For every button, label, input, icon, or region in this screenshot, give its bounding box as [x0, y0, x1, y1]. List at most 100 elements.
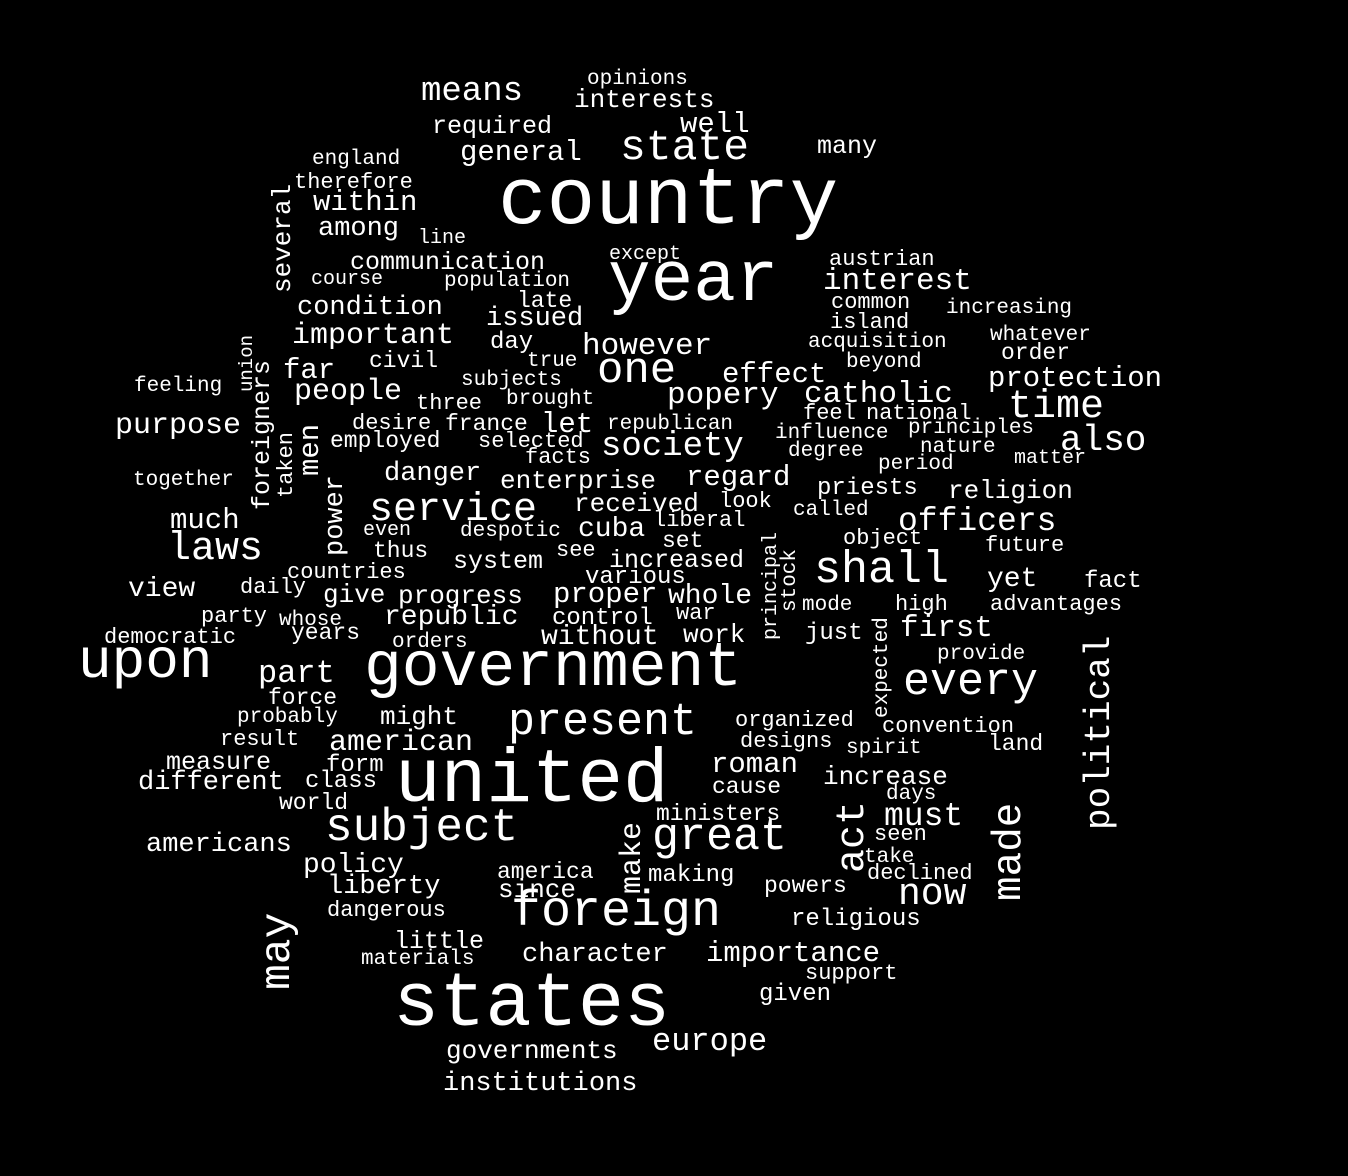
word-feeling: feeling [134, 375, 223, 398]
word-acquisition: acquisition [808, 331, 947, 354]
word-priests: priests [817, 475, 918, 502]
word-character: character [522, 940, 668, 970]
word-now: now [898, 873, 967, 916]
word-principles: principles [908, 417, 1035, 440]
word-matter: matter [1014, 447, 1087, 470]
word-daily: daily [240, 575, 307, 600]
word-american: american [329, 726, 474, 760]
word-thus: thus [373, 538, 429, 564]
word-set: set [662, 528, 704, 554]
word-part: part [258, 655, 335, 692]
word-every: every [903, 657, 1039, 708]
word-governments: governments [446, 1036, 618, 1066]
word-issued: issued [486, 304, 584, 334]
word-together: together [133, 469, 234, 492]
word-provide: provide [937, 643, 1026, 666]
word-however: however [582, 329, 713, 364]
word-seen: seen [874, 822, 927, 847]
word-officers: officers [898, 503, 1057, 540]
word-common: common [831, 290, 911, 315]
word-might: might [380, 702, 459, 732]
word-england: england [312, 148, 401, 171]
word-probably: probably [237, 706, 338, 729]
word-selected: selected [478, 429, 584, 454]
word-give: give [323, 580, 386, 610]
word-take: take [864, 846, 915, 869]
word-great: great [652, 812, 788, 863]
word-even: even [363, 519, 412, 542]
word-different: different [138, 768, 284, 798]
word-religion: religion [948, 476, 1073, 506]
word-must: must [884, 798, 964, 835]
word-island: island [830, 310, 910, 335]
word-desire: desire [352, 411, 432, 436]
word-increase: increase [823, 762, 948, 792]
word-period: period [878, 453, 954, 476]
word-danger: danger [384, 459, 482, 489]
word-received: received [574, 489, 699, 519]
word-people: people [294, 375, 403, 409]
word-influence: influence [775, 422, 889, 445]
word-since: since [498, 875, 577, 905]
word-given: given [759, 981, 832, 1008]
word-opinions: opinions [587, 68, 688, 91]
word-present: present [508, 697, 698, 748]
word-protection: protection [988, 362, 1163, 395]
word-laws: laws [167, 527, 264, 572]
word-day: day [490, 329, 534, 356]
word-days: days [886, 783, 937, 806]
word-well: well [680, 108, 750, 141]
word-despotic: despotic [460, 520, 561, 543]
word-object: object [843, 526, 923, 551]
word-work: work [683, 620, 746, 650]
word-facts: facts [525, 445, 592, 470]
word-subjects: subjects [461, 369, 562, 392]
word-americans: americans [146, 830, 292, 860]
word-dangerous: dangerous [327, 898, 446, 923]
word-roman: roman [711, 748, 799, 781]
word-national: national [866, 401, 972, 426]
word-support: support [805, 961, 898, 986]
word-foreigners: foreigners [248, 359, 277, 510]
word-required: required [432, 112, 553, 141]
word-late: late [517, 288, 573, 314]
word-shall: shall [814, 545, 950, 596]
word-time: time [1008, 385, 1105, 430]
word-declined: declined [867, 861, 973, 886]
word-interests: interests [574, 85, 715, 115]
word-feel: feel [803, 401, 856, 426]
word-far: far [283, 354, 336, 387]
word-proper: proper [553, 578, 658, 611]
word-called: called [793, 499, 869, 522]
word-true: true [527, 350, 578, 373]
word-enterprise: enterprise [500, 466, 657, 496]
word-political: political [1079, 635, 1120, 830]
word-catholic: catholic [804, 377, 953, 412]
word-religious: religious [791, 906, 921, 933]
word-just: just [805, 620, 863, 647]
word-effect: effect [722, 358, 827, 391]
word-power: power [321, 474, 351, 556]
word-form: form [326, 752, 384, 779]
word-population: population [444, 270, 571, 293]
word-communication: communication [350, 248, 546, 277]
word-france: france [445, 411, 528, 437]
word-beyond: beyond [846, 351, 922, 374]
word-measure: measure [166, 748, 272, 777]
word-system: system [453, 547, 544, 576]
word-increasing: increasing [946, 297, 1073, 320]
word-upon: upon [78, 630, 213, 694]
word-democratic: democratic [104, 625, 237, 650]
word-policy: policy [303, 850, 404, 881]
word-whatever: whatever [990, 324, 1091, 347]
word-among: among [318, 214, 400, 244]
word-spirit: spirit [846, 737, 922, 760]
word-degree: degree [788, 440, 864, 463]
word-view: view [128, 574, 196, 605]
word-several: several [268, 183, 298, 293]
word-purpose: purpose [115, 409, 242, 443]
word-future: future [985, 533, 1065, 558]
word-control: control [552, 605, 653, 632]
word-republican: republican [607, 413, 734, 436]
